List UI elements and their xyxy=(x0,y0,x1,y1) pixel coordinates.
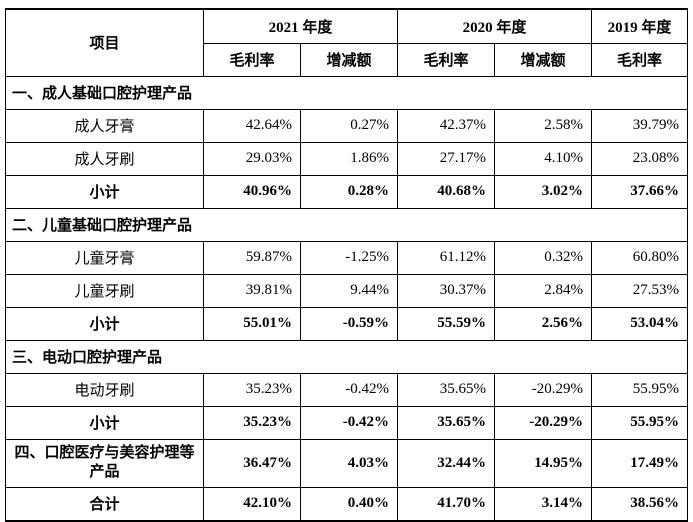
cell: 42.10% xyxy=(203,486,301,522)
cell: -1.25% xyxy=(299,240,399,275)
cell: 14.95% xyxy=(494,438,593,488)
cell: 61.12% xyxy=(397,240,496,275)
cell: 41.70% xyxy=(397,486,496,522)
cell: 1.86% xyxy=(299,141,399,176)
row-name: 小计 xyxy=(5,405,204,440)
cell: 0.28% xyxy=(299,174,399,209)
cell: 42.64% xyxy=(203,108,301,143)
section-row: 二、儿童基础口腔护理产品 xyxy=(4,207,689,242)
row-name: 成人牙刷 xyxy=(5,141,204,176)
cell: 35.23% xyxy=(203,405,301,440)
cell: 4.03% xyxy=(299,438,399,488)
subcol-header: 毛利率 xyxy=(397,42,496,77)
subtotal-row: 小计 40.96% 0.28% 40.68% 3.02% 37.66% xyxy=(5,174,689,209)
cell: -0.42% xyxy=(299,372,399,407)
table-row: 儿童牙刷 39.81% 9.44% 30.37% 2.84% 27.53% xyxy=(5,273,689,308)
cell: 0.32% xyxy=(494,240,593,275)
cell: 42.37% xyxy=(397,108,496,143)
cell: 36.47% xyxy=(203,438,301,488)
cell: 27.53% xyxy=(591,273,689,308)
cell: 4.10% xyxy=(494,141,593,176)
row-name: 四、口腔医疗与美容护理等产品 xyxy=(5,438,204,488)
cell: 2.56% xyxy=(494,306,593,341)
item-header: 项目 xyxy=(5,8,204,77)
cell: 55.95% xyxy=(591,405,689,440)
section-row: 三、电动口腔护理产品 xyxy=(4,339,689,374)
subtotal-row: 小计 35.23% -0.42% 35.65% -20.29% 55.95% xyxy=(5,405,689,440)
cell: 0.27% xyxy=(299,108,399,143)
cell: -0.42% xyxy=(299,405,399,440)
row-name: 小计 xyxy=(5,174,204,209)
section-title: 二、儿童基础口腔护理产品 xyxy=(4,207,689,242)
subcol-header: 毛利率 xyxy=(591,42,689,77)
cell: 39.79% xyxy=(591,108,689,143)
row-name: 合计 xyxy=(5,486,204,522)
cell: 40.68% xyxy=(397,174,496,209)
cell: 40.96% xyxy=(203,174,301,209)
section4-row: 四、口腔医疗与美容护理等产品 36.47% 4.03% 32.44% 14.95… xyxy=(5,438,689,488)
subcol-header: 毛利率 xyxy=(203,42,301,77)
header-row-years: 项目 2021 年度 2020 年度 2019 年度 xyxy=(5,8,689,77)
cell: 35.23% xyxy=(203,372,301,407)
cell: 29.03% xyxy=(203,141,301,176)
section-title: 一、成人基础口腔护理产品 xyxy=(4,75,689,110)
cell: 55.95% xyxy=(591,372,689,407)
cell: 35.65% xyxy=(397,372,496,407)
total-row: 合计 42.10% 0.40% 41.70% 3.14% 38.56% xyxy=(5,486,689,522)
cell: 0.40% xyxy=(299,486,399,522)
table-row: 电动牙刷 35.23% -0.42% 35.65% -20.29% 55.95% xyxy=(5,372,689,407)
section-row: 一、成人基础口腔护理产品 xyxy=(4,75,689,110)
cell: 55.59% xyxy=(397,306,496,341)
cell: 9.44% xyxy=(299,273,399,308)
cell: 3.02% xyxy=(494,174,593,209)
cell: -0.59% xyxy=(299,306,399,341)
table-row: 成人牙刷 29.03% 1.86% 27.17% 4.10% 23.08% xyxy=(5,141,689,176)
year-header-2021: 2021 年度 xyxy=(202,8,399,44)
row-name: 儿童牙刷 xyxy=(5,273,204,308)
cell: 37.66% xyxy=(591,174,689,209)
subcol-header: 增减额 xyxy=(494,42,593,77)
year-header-2020: 2020 年度 xyxy=(397,8,593,44)
cell: 55.01% xyxy=(203,306,301,341)
cell: 2.84% xyxy=(494,273,593,308)
year-header-2019: 2019 年度 xyxy=(591,8,689,44)
section-title: 三、电动口腔护理产品 xyxy=(4,339,689,374)
cell: 3.14% xyxy=(494,486,593,522)
row-name: 小计 xyxy=(5,306,204,341)
cell: 38.56% xyxy=(591,486,689,522)
row-name: 儿童牙膏 xyxy=(5,240,204,275)
row-name: 成人牙膏 xyxy=(5,108,204,143)
cell: 17.49% xyxy=(591,438,689,488)
subtotal-row: 小计 55.01% -0.59% 55.59% 2.56% 53.04% xyxy=(5,306,689,341)
table-row: 成人牙膏 42.64% 0.27% 42.37% 2.58% 39.79% xyxy=(5,108,689,143)
cell: 23.08% xyxy=(591,141,689,176)
cell: 32.44% xyxy=(397,438,496,488)
cell: 27.17% xyxy=(397,141,496,176)
gross-margin-table: 项目 2021 年度 2020 年度 2019 年度 毛利率 增减额 毛利率 增… xyxy=(4,8,689,522)
cell: 2.58% xyxy=(494,108,593,143)
table-row: 儿童牙膏 59.87% -1.25% 61.12% 0.32% 60.80% xyxy=(5,240,689,275)
row-name: 电动牙刷 xyxy=(5,372,204,407)
cell: -20.29% xyxy=(494,405,593,440)
cell: 35.65% xyxy=(397,405,496,440)
header-row-subcols: 毛利率 增减额 毛利率 增减额 毛利率 xyxy=(6,42,689,77)
cell: 60.80% xyxy=(591,240,689,275)
cell: -20.29% xyxy=(494,372,593,407)
cell: 30.37% xyxy=(397,273,496,308)
cell: 59.87% xyxy=(203,240,301,275)
cell: 53.04% xyxy=(591,306,689,341)
subcol-header: 增减额 xyxy=(299,42,399,77)
cell: 39.81% xyxy=(203,273,301,308)
